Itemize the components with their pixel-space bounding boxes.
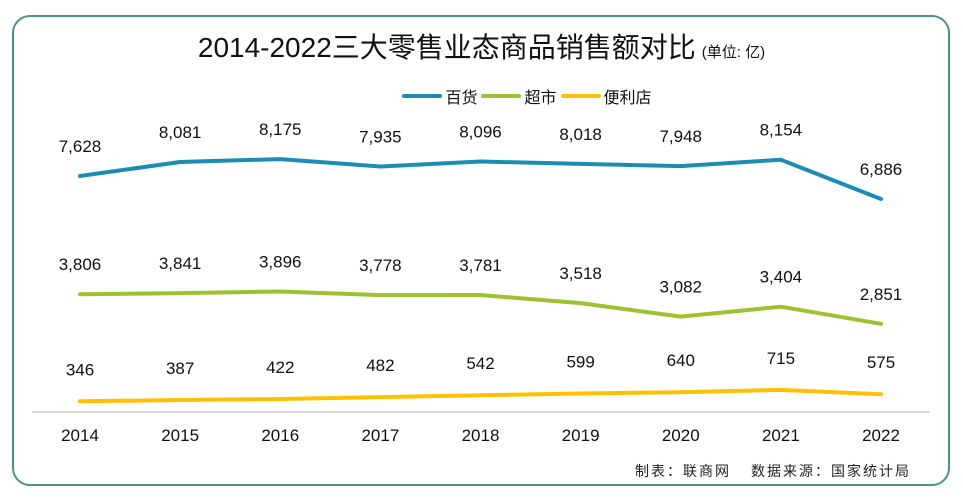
x-tick-label: 2014 (61, 426, 99, 445)
legend-swatch-dept (402, 94, 443, 98)
chart-frame (12, 15, 950, 486)
unit-note: (单位: 亿) (701, 44, 766, 61)
data-label-supermarket: 3,806 (59, 255, 102, 274)
x-tick-label: 2015 (161, 426, 199, 445)
title-text: 2014-2022三大零售业态商品销售额对比 (197, 32, 696, 63)
x-tick-label: 2016 (261, 426, 299, 445)
x-tick-label: 2019 (562, 426, 600, 445)
data-label-supermarket: 3,518 (559, 264, 602, 283)
data-label-dept-store: 7,628 (59, 137, 102, 156)
data-label-dept-store: 7,948 (659, 127, 702, 146)
data-label-supermarket: 3,841 (159, 254, 202, 273)
chart-title: 2014-2022三大零售业态商品销售额对比 (单位: 亿) (0, 26, 963, 66)
series-line-supermarket (78, 289, 883, 326)
data-label-dept-store: 8,081 (159, 123, 202, 142)
x-tick-label: 2021 (762, 426, 800, 445)
footer-source: 数据来源：国家统计局 (751, 464, 911, 480)
data-label-convenience-store: 422 (266, 358, 294, 377)
data-label-convenience-store: 599 (566, 352, 594, 371)
data-label-convenience-store: 387 (166, 359, 194, 378)
data-label-dept-store: 6,886 (860, 160, 903, 179)
series-line-dept-store (78, 157, 883, 201)
legend-item-supermarket: 超市 (481, 84, 557, 108)
legend: 百货 超市 便利店 (0, 84, 963, 108)
legend-swatch-supermarket (481, 94, 522, 98)
data-label-convenience-store: 640 (667, 351, 695, 370)
data-label-supermarket: 2,851 (860, 285, 903, 304)
data-label-supermarket: 3,082 (659, 278, 702, 297)
data-label-dept-store: 8,154 (760, 121, 803, 140)
legend-label-convenience: 便利店 (603, 90, 652, 107)
x-tick-label: 2022 (862, 426, 900, 445)
legend-item-convenience: 便利店 (560, 84, 652, 108)
data-label-dept-store: 8,018 (559, 125, 602, 144)
legend-swatch-convenience (560, 94, 601, 98)
data-label-convenience-store: 482 (366, 356, 394, 375)
x-tick-label: 2017 (361, 426, 399, 445)
data-label-dept-store: 8,175 (259, 120, 302, 139)
data-label-supermarket: 3,778 (359, 256, 402, 275)
data-label-convenience-store: 346 (66, 360, 94, 379)
data-label-convenience-store: 575 (867, 353, 895, 372)
legend-item-dept: 百货 (402, 84, 477, 108)
data-label-supermarket: 3,781 (459, 256, 502, 275)
data-label-dept-store: 7,935 (359, 128, 402, 147)
x-tick-label: 2020 (662, 426, 700, 445)
footer-maker: 制表：联商网 (635, 464, 731, 480)
data-label-convenience-store: 715 (767, 349, 795, 368)
data-label-convenience-store: 542 (466, 354, 494, 373)
x-tick-label: 2018 (462, 426, 500, 445)
chart-footer: 制表：联商网 数据来源：国家统计局 (635, 461, 911, 481)
legend-label-supermarket: 超市 (524, 90, 557, 107)
data-label-supermarket: 3,896 (259, 252, 302, 271)
legend-label-dept: 百货 (445, 90, 478, 107)
data-label-supermarket: 3,404 (760, 268, 803, 287)
data-label-dept-store: 8,096 (459, 123, 502, 142)
series-line-convenience-store (78, 387, 883, 404)
